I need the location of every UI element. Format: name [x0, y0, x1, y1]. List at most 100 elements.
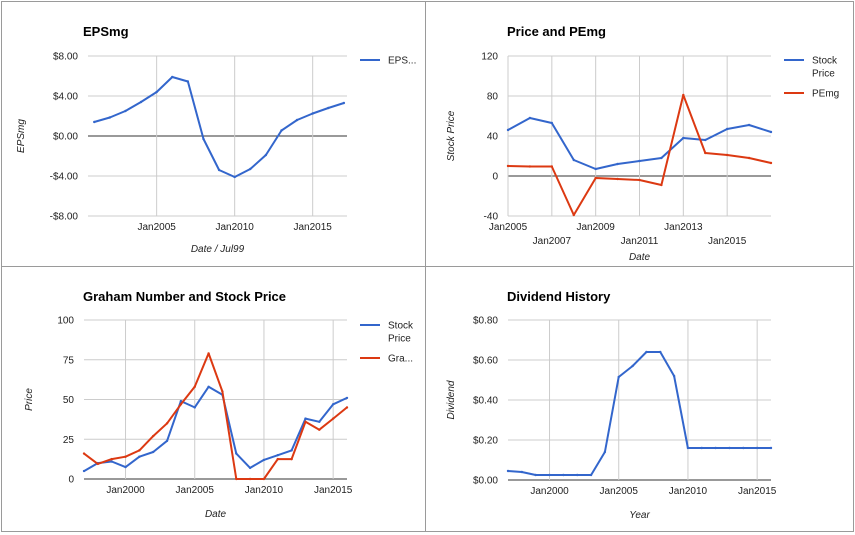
data-point-gra	[179, 403, 183, 406]
data-point-gra	[276, 457, 279, 461]
chart-title: Graham Number and Stock Price	[83, 289, 286, 304]
data-point-gra	[165, 422, 169, 425]
data-point-stock-price	[248, 466, 252, 470]
data-point-dividend	[548, 473, 551, 477]
data-point-stock-price	[304, 417, 307, 420]
data-point-pemg	[550, 165, 554, 168]
data-point-dividend	[728, 446, 731, 450]
x-tick-label: Jan2011	[621, 236, 659, 247]
y-tick-label: $0.20	[473, 436, 498, 447]
data-point-gra	[124, 455, 127, 458]
x-tick-label: Jan2007	[533, 236, 572, 247]
y-tick-label: 0	[492, 172, 498, 183]
data-point-eps	[233, 175, 236, 179]
data-point-stock-price	[769, 130, 773, 134]
data-point-stock-price	[345, 396, 349, 400]
data-point-eps	[295, 118, 299, 122]
data-point-gra	[304, 420, 307, 423]
data-point-pemg	[725, 153, 729, 157]
data-point-gra	[331, 417, 335, 420]
data-point-dividend	[755, 446, 759, 450]
data-point-stock-price	[682, 136, 685, 140]
data-point-eps	[171, 75, 174, 79]
data-point-stock-price	[110, 460, 113, 463]
data-point-dividend	[534, 473, 537, 477]
y-axis-title: Dividend	[446, 380, 457, 419]
x-tick-label: Jan2010	[245, 485, 284, 496]
data-point-pemg	[638, 178, 641, 182]
data-point-eps	[217, 168, 221, 172]
data-point-dividend	[742, 446, 745, 450]
data-point-eps	[311, 112, 314, 115]
data-point-gra	[110, 457, 113, 461]
y-axis-title: Price	[24, 388, 35, 411]
y-tick-label: $0.40	[473, 396, 498, 407]
data-point-dividend	[672, 374, 676, 378]
data-point-pemg	[528, 165, 532, 168]
data-point-stock-price	[152, 450, 155, 454]
data-point-stock-price	[207, 385, 210, 388]
series-line-eps	[93, 76, 345, 178]
chart-panel-graham-number: Graham Number and Stock Price 100 75 50 25 0 J…	[1, 266, 426, 532]
x-tick-label: Jan2005	[137, 222, 176, 233]
x-axis-title: Date	[205, 509, 227, 520]
data-point-eps	[202, 137, 205, 141]
data-point-stock-price	[262, 458, 266, 462]
y-tick-label: 120	[481, 52, 498, 63]
data-point-gra	[207, 352, 210, 355]
data-point-stock-price	[124, 465, 127, 469]
data-point-gra	[193, 385, 196, 388]
x-tick-label: Jan2010	[669, 486, 708, 497]
y-tick-label: 0	[68, 475, 74, 486]
data-point-eps	[155, 90, 158, 94]
data-point-gra	[152, 434, 155, 438]
y-tick-label: $0.00	[473, 476, 498, 487]
data-point-gra	[345, 406, 349, 409]
data-point-stock-price	[179, 399, 183, 403]
y-axis-title: Stock Price	[446, 110, 457, 161]
data-point-dividend	[506, 469, 510, 473]
data-point-eps	[124, 109, 127, 113]
data-point-gra	[138, 449, 141, 452]
x-axis-title: Date	[629, 252, 651, 263]
y-tick-label: $4.00	[53, 92, 78, 103]
data-point-stock-price	[616, 162, 619, 166]
data-point-gra	[82, 452, 86, 455]
data-point-dividend	[562, 473, 565, 477]
series-line-gra	[83, 352, 348, 480]
data-point-stock-price	[82, 469, 86, 473]
data-point-stock-price	[290, 449, 293, 452]
x-tick-label: Jan2015	[738, 486, 777, 497]
y-axis-title: EPSmg	[16, 119, 27, 153]
data-point-eps	[93, 120, 96, 124]
data-point-dividend	[769, 446, 773, 450]
data-point-stock-price	[725, 127, 729, 131]
data-point-gra	[248, 477, 252, 481]
data-point-eps	[342, 101, 346, 105]
data-point-pemg	[747, 156, 751, 160]
data-point-dividend	[617, 375, 620, 379]
data-point-pemg	[616, 177, 619, 181]
x-tick-label: Jan2000	[106, 485, 145, 496]
series-line-stock-price	[83, 385, 348, 472]
data-point-dividend	[589, 473, 593, 477]
data-point-dividend	[603, 450, 607, 454]
y-tick-label: -40	[484, 212, 499, 223]
data-point-stock-price	[528, 116, 532, 120]
data-point-eps	[139, 100, 143, 104]
legend-label: EPS...	[388, 56, 416, 67]
y-tick-label: $0.00	[53, 132, 78, 143]
data-point-stock-price	[193, 406, 196, 409]
data-point-stock-price	[594, 167, 597, 171]
chart-title: EPSmg	[83, 24, 129, 39]
legend-label: Gra...	[388, 354, 413, 365]
data-point-stock-price	[638, 159, 641, 163]
legend-label: Stock	[812, 56, 838, 67]
data-point-pemg	[506, 164, 510, 168]
data-point-eps	[264, 153, 268, 157]
y-tick-label: -$4.00	[50, 172, 79, 183]
chart-title: Price and PEmg	[507, 24, 606, 39]
data-point-dividend	[520, 470, 524, 474]
data-point-stock-price	[138, 455, 141, 458]
